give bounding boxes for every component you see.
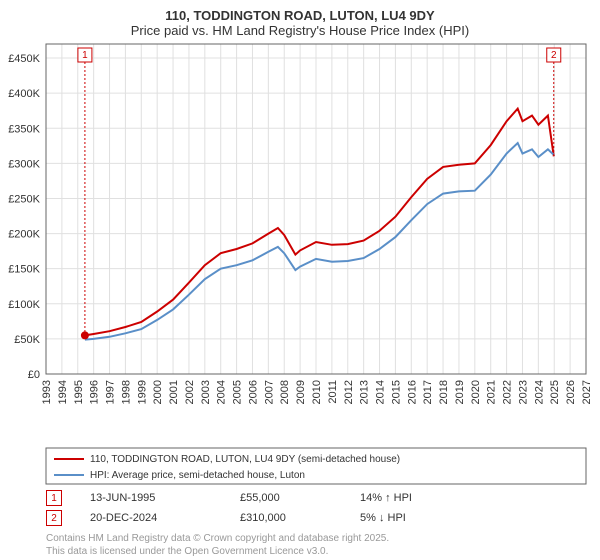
svg-text:1996: 1996 xyxy=(89,380,101,404)
svg-text:1: 1 xyxy=(82,50,88,61)
chart-title-block: 110, TODDINGTON ROAD, LUTON, LU4 9DY Pri… xyxy=(0,0,600,38)
svg-text:2002: 2002 xyxy=(184,380,196,404)
legend-label-0: 110, TODDINGTON ROAD, LUTON, LU4 9DY (se… xyxy=(90,454,400,465)
svg-text:2009: 2009 xyxy=(295,380,307,404)
svg-text:2023: 2023 xyxy=(517,380,529,404)
svg-text:1999: 1999 xyxy=(136,380,148,404)
license-text: Contains HM Land Registry data © Crown c… xyxy=(46,532,600,558)
svg-text:2: 2 xyxy=(551,50,557,61)
svg-text:£0: £0 xyxy=(28,369,40,381)
svg-text:2024: 2024 xyxy=(533,380,545,404)
series-price xyxy=(85,109,554,336)
svg-text:2010: 2010 xyxy=(311,380,323,404)
license-line2: This data is licensed under the Open Gov… xyxy=(46,545,600,558)
svg-text:2003: 2003 xyxy=(200,380,212,404)
svg-text:2013: 2013 xyxy=(359,380,371,404)
title-line2: Price paid vs. HM Land Registry's House … xyxy=(0,23,600,38)
event-marker-icon: 2 xyxy=(46,510,62,526)
svg-text:£200K: £200K xyxy=(8,229,40,241)
event-date: 13-JUN-1995 xyxy=(90,492,240,504)
svg-text:1998: 1998 xyxy=(120,380,132,404)
svg-text:2000: 2000 xyxy=(152,380,164,404)
svg-text:£50K: £50K xyxy=(14,334,40,346)
svg-text:2005: 2005 xyxy=(232,380,244,404)
svg-text:2022: 2022 xyxy=(502,380,514,404)
svg-text:2014: 2014 xyxy=(375,380,387,404)
svg-text:2004: 2004 xyxy=(216,380,228,404)
event-row: 2 20-DEC-2024£310,0005% ↓ HPI xyxy=(46,510,600,526)
event-date: 20-DEC-2024 xyxy=(90,512,240,524)
svg-text:2027: 2027 xyxy=(581,380,593,404)
svg-text:2015: 2015 xyxy=(390,380,402,404)
event-list: 1 13-JUN-1995£55,00014% ↑ HPI 2 20-DEC-2024… xyxy=(0,490,600,526)
svg-text:2018: 2018 xyxy=(438,380,450,404)
svg-text:2008: 2008 xyxy=(279,380,291,404)
svg-text:£150K: £150K xyxy=(8,264,40,276)
chart-legend: 110, TODDINGTON ROAD, LUTON, LU4 9DY (se… xyxy=(0,446,600,486)
svg-text:1993: 1993 xyxy=(41,380,53,404)
svg-text:£300K: £300K xyxy=(8,158,40,170)
svg-text:£250K: £250K xyxy=(8,193,40,205)
event-marker-icon: 1 xyxy=(46,490,62,506)
svg-text:2020: 2020 xyxy=(470,380,482,404)
price-chart: £0 £50K £100K £150K £200K £250K £300K £350K £400… xyxy=(0,38,600,446)
event-delta: 14% ↑ HPI xyxy=(360,492,412,504)
svg-text:2025: 2025 xyxy=(549,380,561,404)
svg-text:2011: 2011 xyxy=(327,380,339,404)
legend-label-1: HPI: Average price, semi-detached house,… xyxy=(90,470,305,481)
svg-text:£350K: £350K xyxy=(8,123,40,135)
svg-text:£450K: £450K xyxy=(8,53,40,65)
svg-text:1997: 1997 xyxy=(105,380,117,404)
svg-text:2017: 2017 xyxy=(422,380,434,404)
svg-text:2001: 2001 xyxy=(168,380,180,404)
title-line1: 110, TODDINGTON ROAD, LUTON, LU4 9DY xyxy=(0,8,600,23)
series-hpi xyxy=(85,143,554,340)
svg-text:£100K: £100K xyxy=(8,299,40,311)
svg-text:2016: 2016 xyxy=(406,380,418,404)
event-price: £55,000 xyxy=(240,492,360,504)
svg-text:2021: 2021 xyxy=(486,380,498,404)
event-row: 1 13-JUN-1995£55,00014% ↑ HPI xyxy=(46,490,600,506)
svg-text:£400K: £400K xyxy=(8,88,40,100)
svg-text:2012: 2012 xyxy=(343,380,355,404)
event-delta: 5% ↓ HPI xyxy=(360,512,406,524)
svg-text:2026: 2026 xyxy=(565,380,577,404)
svg-text:2007: 2007 xyxy=(263,380,275,404)
svg-text:2006: 2006 xyxy=(247,380,259,404)
event-price: £310,000 xyxy=(240,512,360,524)
svg-text:1994: 1994 xyxy=(57,380,69,404)
svg-text:1995: 1995 xyxy=(73,380,85,404)
svg-text:2019: 2019 xyxy=(454,380,466,404)
license-line1: Contains HM Land Registry data © Crown c… xyxy=(46,532,600,545)
